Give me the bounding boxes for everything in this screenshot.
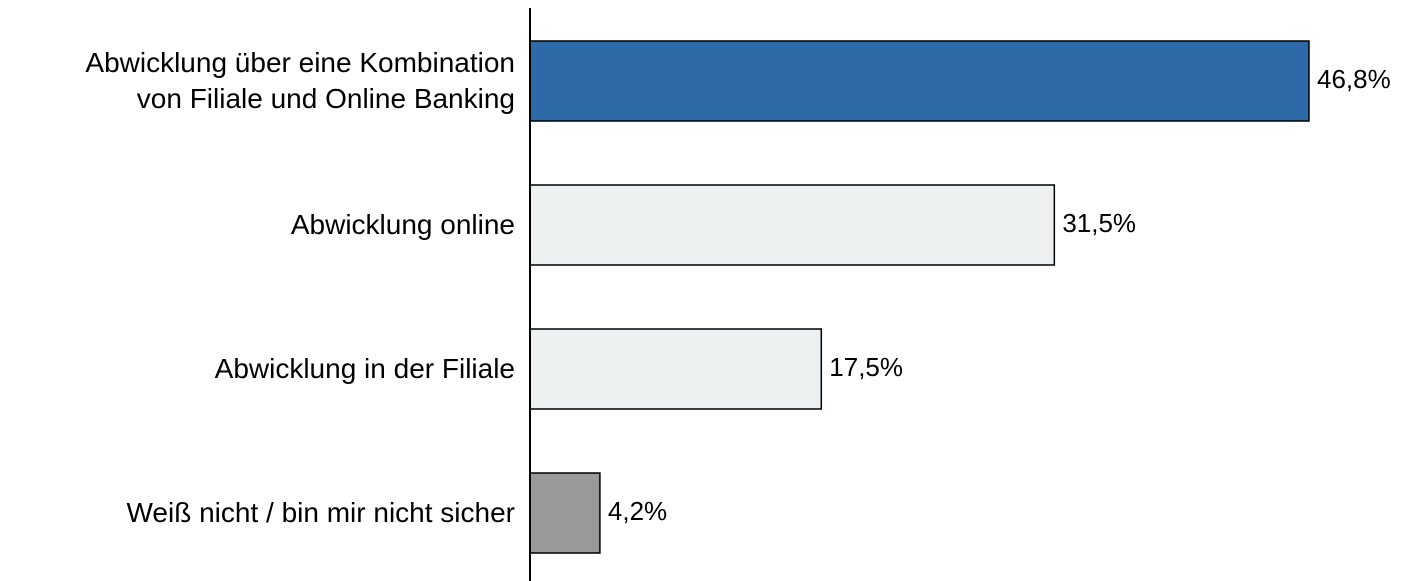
- category-label: Weiß nicht / bin mir nicht sicher: [126, 497, 516, 528]
- value-label: 46,8%: [1317, 64, 1391, 94]
- bar: [529, 40, 1310, 122]
- category-label: Abwicklung online: [290, 209, 515, 240]
- value-label: 4,2%: [608, 496, 667, 526]
- bar: [529, 472, 601, 554]
- value-label: 17,5%: [829, 352, 903, 382]
- bar: [529, 328, 823, 410]
- bar: [529, 184, 1056, 266]
- category-label: Abwicklung in der Filiale: [214, 353, 515, 384]
- value-label: 31,5%: [1062, 208, 1136, 238]
- category-label: Abwicklung über eine Kombination von Fil…: [85, 47, 515, 114]
